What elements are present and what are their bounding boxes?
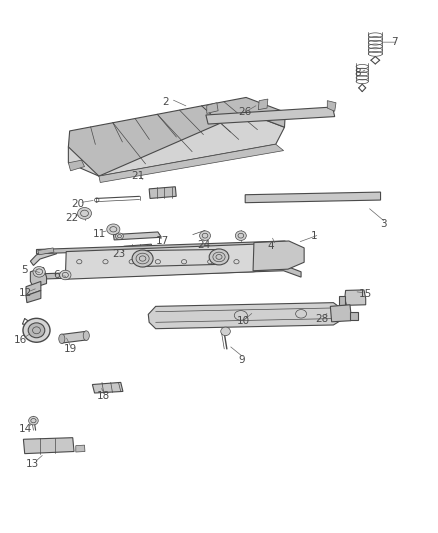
Polygon shape bbox=[245, 192, 381, 203]
Text: 7: 7 bbox=[392, 37, 398, 47]
Text: 8: 8 bbox=[354, 68, 361, 78]
Polygon shape bbox=[26, 281, 41, 296]
Polygon shape bbox=[30, 249, 57, 265]
Text: 5: 5 bbox=[21, 265, 28, 275]
Polygon shape bbox=[149, 187, 176, 198]
Text: 22: 22 bbox=[65, 213, 78, 223]
Polygon shape bbox=[65, 244, 284, 279]
Text: 20: 20 bbox=[71, 199, 85, 209]
Text: 15: 15 bbox=[359, 289, 372, 299]
Ellipse shape bbox=[60, 270, 71, 280]
Text: 2: 2 bbox=[162, 96, 169, 107]
Text: 9: 9 bbox=[239, 354, 245, 365]
Text: 4: 4 bbox=[267, 241, 274, 251]
Polygon shape bbox=[68, 112, 285, 176]
Ellipse shape bbox=[132, 250, 153, 267]
Ellipse shape bbox=[107, 224, 120, 235]
Text: 28: 28 bbox=[315, 313, 328, 324]
Text: 1: 1 bbox=[311, 231, 317, 241]
Polygon shape bbox=[345, 290, 366, 305]
Text: 12: 12 bbox=[19, 288, 32, 298]
Polygon shape bbox=[61, 332, 87, 343]
Polygon shape bbox=[26, 290, 41, 303]
Text: 23: 23 bbox=[112, 249, 125, 259]
Polygon shape bbox=[30, 268, 46, 288]
Polygon shape bbox=[350, 312, 358, 320]
Ellipse shape bbox=[59, 334, 65, 344]
Polygon shape bbox=[76, 445, 85, 452]
Ellipse shape bbox=[200, 231, 211, 240]
Polygon shape bbox=[207, 103, 218, 114]
Ellipse shape bbox=[235, 231, 246, 240]
Polygon shape bbox=[330, 305, 351, 322]
Polygon shape bbox=[68, 98, 286, 176]
Polygon shape bbox=[124, 244, 152, 256]
Polygon shape bbox=[258, 99, 268, 110]
Ellipse shape bbox=[209, 249, 229, 265]
Text: 10: 10 bbox=[237, 316, 250, 326]
Polygon shape bbox=[206, 107, 335, 124]
Text: 6: 6 bbox=[53, 270, 60, 280]
Polygon shape bbox=[38, 248, 54, 255]
Ellipse shape bbox=[33, 266, 45, 277]
Polygon shape bbox=[99, 144, 284, 182]
Ellipse shape bbox=[116, 233, 124, 239]
Text: 16: 16 bbox=[14, 335, 27, 345]
Polygon shape bbox=[68, 160, 85, 171]
Text: 17: 17 bbox=[155, 236, 169, 246]
Polygon shape bbox=[36, 241, 301, 254]
Polygon shape bbox=[92, 382, 123, 393]
Text: 19: 19 bbox=[64, 344, 77, 354]
Text: 24: 24 bbox=[197, 240, 210, 250]
Ellipse shape bbox=[78, 207, 92, 219]
Polygon shape bbox=[23, 438, 74, 454]
Polygon shape bbox=[253, 241, 304, 271]
Ellipse shape bbox=[28, 416, 38, 425]
Ellipse shape bbox=[83, 331, 89, 341]
Text: 11: 11 bbox=[92, 229, 106, 239]
Text: 26: 26 bbox=[239, 107, 252, 117]
Text: 13: 13 bbox=[26, 459, 39, 469]
Ellipse shape bbox=[221, 327, 230, 336]
Text: 21: 21 bbox=[131, 171, 144, 181]
Polygon shape bbox=[339, 296, 345, 305]
Text: 3: 3 bbox=[381, 219, 387, 229]
Text: 18: 18 bbox=[97, 391, 110, 401]
Text: 14: 14 bbox=[19, 424, 32, 434]
Polygon shape bbox=[113, 232, 161, 240]
Polygon shape bbox=[148, 303, 342, 329]
Ellipse shape bbox=[28, 323, 45, 338]
Ellipse shape bbox=[23, 318, 50, 342]
Polygon shape bbox=[327, 101, 336, 111]
Polygon shape bbox=[36, 265, 301, 279]
